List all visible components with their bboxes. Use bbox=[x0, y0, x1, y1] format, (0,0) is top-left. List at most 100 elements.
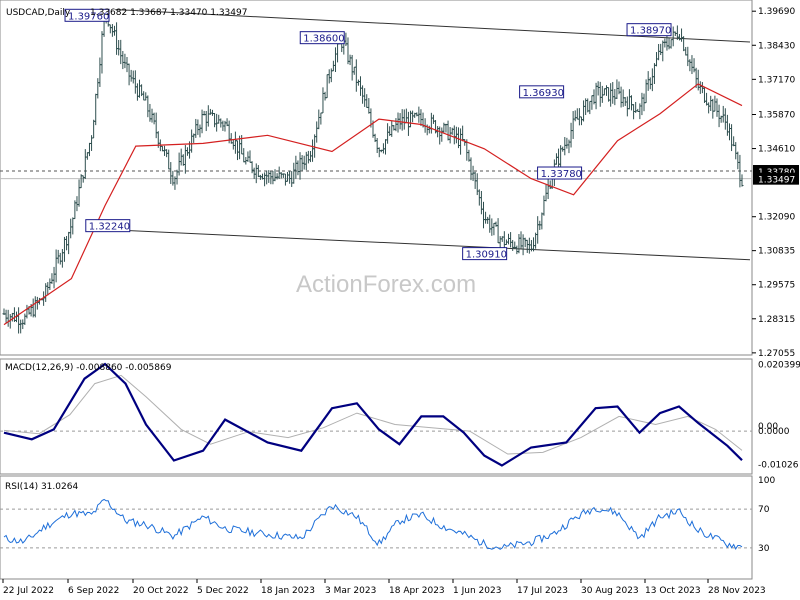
ohlc-bar bbox=[680, 28, 684, 42]
ohlc-bar bbox=[231, 139, 235, 150]
price-pane: 1.39760 1.38600 1.38970 1.36930 1.33780 1.322… bbox=[0, 0, 799, 359]
price-bars bbox=[2, 9, 744, 334]
price-y-tick: 1.39690 bbox=[758, 7, 795, 17]
ohlc-bar bbox=[183, 145, 187, 174]
ohlc-bar bbox=[248, 150, 252, 163]
ohlc-bar bbox=[450, 127, 454, 135]
ohlc-bar bbox=[582, 100, 586, 122]
ohlc-bar bbox=[461, 125, 465, 142]
price-label: 1.30910 bbox=[462, 247, 508, 261]
ohlc-bar bbox=[400, 109, 404, 131]
ohlc-bar bbox=[486, 216, 490, 224]
ohlc-bar bbox=[252, 167, 256, 179]
ohlc-bar bbox=[527, 237, 531, 254]
ohlc-bar bbox=[659, 43, 663, 56]
macd-y-tick: -0.01026 bbox=[758, 461, 799, 471]
ohlc-bar bbox=[131, 70, 135, 84]
ohlc-bar bbox=[94, 93, 98, 126]
ohlc-bar bbox=[657, 44, 661, 61]
ohlc-bar bbox=[65, 236, 69, 251]
rsi-line bbox=[3, 498, 743, 550]
ohlc-bar bbox=[267, 170, 271, 183]
ohlc-bar bbox=[496, 218, 500, 244]
ohlc-bar bbox=[108, 24, 112, 34]
ohlc-bar bbox=[325, 74, 329, 99]
x-tick: 3 Mar 2023 bbox=[325, 586, 376, 596]
ohlc-bar bbox=[115, 22, 119, 55]
ohlc-bar bbox=[315, 121, 319, 143]
ohlc-bar bbox=[6, 309, 10, 327]
ohlc-bar bbox=[31, 298, 35, 318]
ohlc-bar bbox=[650, 68, 654, 92]
ohlc-bar bbox=[640, 92, 644, 116]
price-label-box bbox=[299, 31, 345, 45]
ohlc-bar bbox=[333, 47, 337, 72]
ohlc-bar bbox=[167, 149, 171, 170]
ohlc-bar bbox=[384, 139, 388, 155]
x-tick: 5 Dec 2022 bbox=[197, 586, 249, 596]
ohlc-bar bbox=[456, 127, 460, 149]
ohlc-bar bbox=[358, 76, 362, 96]
price-y-tick: 1.28315 bbox=[758, 315, 795, 325]
ohlc-bar bbox=[138, 79, 142, 98]
ohlc-bar bbox=[665, 34, 669, 51]
ohlc-bar bbox=[646, 71, 650, 91]
ohlc-bar bbox=[110, 24, 114, 37]
ohlc-bar bbox=[440, 127, 444, 142]
ohlc-bar bbox=[302, 155, 306, 170]
price-label-text: 1.32240 bbox=[89, 222, 130, 233]
ohlc-bar bbox=[446, 120, 450, 141]
ohlc-bar bbox=[283, 173, 287, 186]
ohlc-bar bbox=[190, 129, 194, 153]
ohlc-bar bbox=[698, 81, 702, 94]
ohlc-bar bbox=[431, 114, 435, 124]
ohlc-bar bbox=[354, 59, 358, 92]
price-levels bbox=[0, 170, 752, 180]
ohlc-bar bbox=[233, 131, 237, 154]
ohlc-bar bbox=[406, 111, 410, 136]
ohlc-bar bbox=[705, 92, 709, 106]
ohlc-bar bbox=[586, 98, 590, 113]
ohlc-bar bbox=[702, 87, 706, 103]
ohlc-bar bbox=[484, 211, 488, 224]
ohlc-bar bbox=[573, 110, 577, 122]
ohlc-bar bbox=[298, 152, 302, 180]
ohlc-bar bbox=[163, 145, 167, 156]
ohlc-bar bbox=[135, 83, 139, 101]
rsi-y-tick: 100 bbox=[758, 476, 775, 486]
price-label: 1.38970 bbox=[626, 23, 672, 37]
ohlc-bar bbox=[306, 150, 310, 164]
ohlc-bar bbox=[602, 88, 606, 96]
ohlc-bar bbox=[352, 66, 356, 75]
price-label-box bbox=[64, 8, 110, 22]
ohlc-bar bbox=[429, 112, 433, 134]
ohlc-bar bbox=[242, 148, 246, 163]
ohlc-bar bbox=[648, 77, 652, 90]
ohlc-bar bbox=[700, 82, 704, 94]
price-label-box bbox=[519, 85, 565, 99]
ohlc-bar bbox=[146, 95, 150, 118]
sma-series-line bbox=[3, 83, 743, 326]
ohlc-bar bbox=[502, 231, 506, 250]
ohlc-bar bbox=[152, 112, 156, 125]
ohlc-bar bbox=[75, 196, 79, 212]
price-label-text: 1.39760 bbox=[68, 11, 109, 22]
price-y-axis: 1.396901.384301.371701.358701.346101.337… bbox=[752, 7, 799, 359]
ohlc-bar bbox=[663, 38, 667, 48]
ohlc-bar bbox=[346, 37, 350, 65]
ohlc-bar bbox=[454, 126, 458, 144]
ohlc-bar bbox=[286, 171, 290, 182]
ohlc-bar bbox=[481, 201, 485, 229]
ohlc-bar bbox=[569, 122, 573, 148]
ohlc-bar bbox=[327, 69, 331, 84]
ohlc-bar bbox=[609, 83, 613, 107]
ohlc-bar bbox=[119, 39, 123, 65]
ohlc-bar bbox=[323, 91, 327, 101]
ohlc-bar bbox=[71, 217, 75, 235]
ohlc-bar bbox=[311, 139, 315, 162]
ohlc-bar bbox=[208, 108, 212, 115]
ohlc-bar bbox=[515, 245, 519, 255]
ohlc-bar bbox=[85, 152, 89, 160]
ohlc-bar bbox=[686, 46, 690, 67]
ohlc-bar bbox=[179, 148, 183, 166]
